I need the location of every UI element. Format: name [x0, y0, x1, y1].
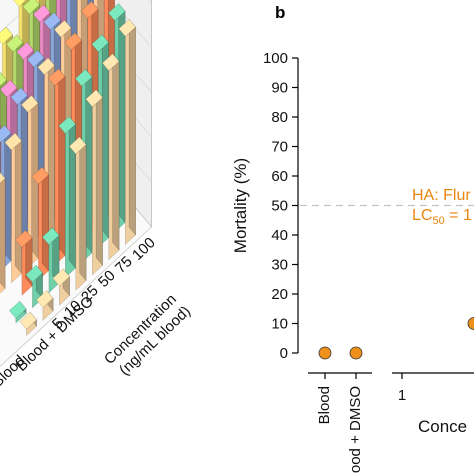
bar-top-face: [25, 264, 43, 283]
bar-top-face: [0, 171, 6, 184]
bar-3d: [19, 311, 37, 337]
bar-top-face: [47, 68, 66, 87]
bar-top-face: [80, 1, 99, 19]
bar-top-face: [16, 42, 34, 60]
bar-top-face: [91, 34, 109, 53]
bar-3d: [85, 89, 103, 276]
x-tick-label: Blood + DMSO: [347, 386, 364, 474]
y-tick-label: 30: [271, 257, 288, 274]
bar-top-face: [31, 166, 49, 185]
bar-top-face: [10, 87, 28, 106]
y-tick-label: 10: [271, 316, 288, 333]
bar-3d: [31, 166, 49, 281]
bar-top-face: [32, 4, 51, 23]
bar-top-face: [101, 53, 120, 72]
y-tick-label: 70: [271, 139, 288, 156]
bar-side-face: [68, 115, 76, 269]
bar-top-face: [5, 34, 24, 53]
bar-side-face: [118, 2, 126, 224]
bar-top-face: [68, 136, 87, 155]
bar-top-face: [52, 268, 70, 287]
bar-top-face: [0, 124, 12, 143]
bar-3d: [101, 53, 120, 261]
panel-letter: b: [275, 3, 285, 22]
y-tick-label: 50: [271, 198, 288, 215]
bar-top-face: [43, 12, 61, 31]
y-tick-label: 40: [271, 227, 288, 244]
bar-top-face: [41, 227, 60, 246]
bar-3d: [52, 268, 70, 306]
bar-top-face: [74, 68, 93, 87]
x-tick-label: Blood: [316, 386, 333, 424]
x-axis-title: Conce: [418, 417, 467, 436]
bar-3d: [0, 171, 6, 294]
bar-side-face: [20, 87, 28, 247]
bar-top-face: [64, 32, 82, 51]
bar-3d: [14, 229, 33, 296]
y-tick-label: 90: [271, 80, 288, 97]
y-tick-label: 100: [263, 50, 288, 67]
y-tick-label: 0: [280, 345, 288, 362]
annotation-subscript: 50: [432, 215, 444, 227]
bar-side-face: [128, 18, 136, 236]
bar-side-face: [95, 89, 103, 267]
bar-top-face: [85, 89, 103, 108]
bar-side-face: [0, 171, 6, 290]
bar-top-face: [0, 79, 18, 98]
annotation-lc: LC: [412, 207, 432, 224]
bar-top-face: [12, 0, 27, 7]
panel-b-mortality-scatter: b 0 10 20 30 40 50 60 70 80 90 100 Mortality (%) Bloo…: [231, 3, 474, 474]
mortality-point: [467, 317, 474, 330]
y-tick-label: 60: [271, 168, 288, 185]
annotation-line1: HA: Flur: [412, 187, 471, 204]
bar-top-face: [19, 311, 37, 330]
bar-top-face: [14, 229, 33, 248]
bar-top-face: [26, 49, 45, 68]
bar-3d: [68, 136, 87, 291]
mortality-point: [349, 346, 363, 360]
bar-top-face: [4, 132, 22, 151]
bar-side-face: [41, 166, 49, 272]
bar-3d: [8, 300, 27, 324]
bar-3d: [4, 132, 22, 284]
annotation-line2: LC50 = 1: [412, 207, 472, 227]
bar-side-face: [112, 53, 120, 251]
bar-top-face: [8, 300, 27, 319]
bar-top-face: [37, 57, 55, 76]
bar-side-face: [79, 136, 87, 282]
bar-top-face: [53, 19, 72, 38]
bar-top-face: [0, 71, 7, 87]
y-tick-label: 80: [271, 109, 288, 126]
bar-3d: [58, 115, 76, 279]
bar-side-face: [58, 68, 66, 257]
bar-side-face: [47, 57, 55, 244]
bar-3d: [118, 18, 136, 246]
bar-top-face: [118, 18, 136, 37]
y-axis-title: Mortality (%): [231, 158, 250, 253]
bar-top-face: [58, 116, 76, 134]
annotation-value: = 1: [445, 207, 472, 224]
mortality-point: [318, 346, 332, 360]
bar-top-face: [0, 124, 1, 127]
bar-side-face: [14, 132, 22, 275]
bar-top-face: [0, 26, 13, 45]
y-tick-label: 20: [271, 286, 288, 303]
x-tick-label-log: 1: [398, 387, 406, 404]
bar-top-face: [107, 3, 126, 22]
bar-top-face: [35, 290, 54, 308]
bar-top-face: [20, 95, 39, 113]
bar-3d: [47, 68, 66, 266]
bar-top-face: [22, 0, 40, 15]
bar-3d: [35, 289, 54, 321]
